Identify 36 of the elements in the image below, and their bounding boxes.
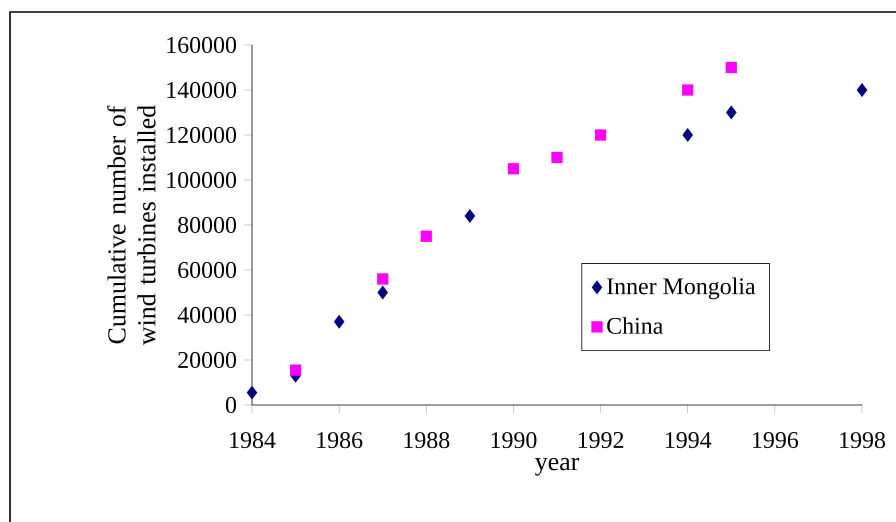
x-tick-label: 1986 <box>317 432 362 448</box>
x-tick-label: 1992 <box>578 432 624 448</box>
point <box>334 314 344 329</box>
y-tick-label: 120000 <box>167 126 236 144</box>
point <box>856 83 868 97</box>
point <box>551 152 563 164</box>
point <box>377 273 388 285</box>
y-tick-label: 140000 <box>167 82 236 98</box>
point <box>246 386 258 400</box>
point <box>726 62 737 74</box>
y-tick-label: 160000 <box>167 36 236 54</box>
y-tick-label: 20000 <box>178 352 236 368</box>
point <box>594 129 606 141</box>
point <box>508 163 520 174</box>
y-tick-label: 0 <box>226 396 236 414</box>
x-tick-label: 1984 <box>230 432 276 448</box>
x-tick-label: 1998 <box>840 432 886 448</box>
x-tick-label: 1994 <box>666 432 712 448</box>
point <box>682 128 693 142</box>
point <box>290 364 302 376</box>
y-tick-label: 40000 <box>178 306 236 324</box>
point <box>464 209 476 223</box>
y-tick-label: 80000 <box>178 216 236 234</box>
x-tick-label: 1988 <box>404 432 450 448</box>
x-tick-label: 1990 <box>492 432 536 448</box>
point <box>682 84 694 96</box>
y-tick-label: 60000 <box>178 262 236 278</box>
legend-label: Inner Mongolia <box>607 278 756 300</box>
x-axis-title: year <box>535 458 580 476</box>
point <box>726 106 737 120</box>
y-tick-label: 100000 <box>167 172 236 188</box>
y-axis-title: Cumulative number of wind turbines installed <box>107 105 156 346</box>
point <box>378 286 388 300</box>
point <box>420 230 432 242</box>
x-tick-label: 1996 <box>753 432 798 448</box>
legend-label: China <box>607 317 663 334</box>
